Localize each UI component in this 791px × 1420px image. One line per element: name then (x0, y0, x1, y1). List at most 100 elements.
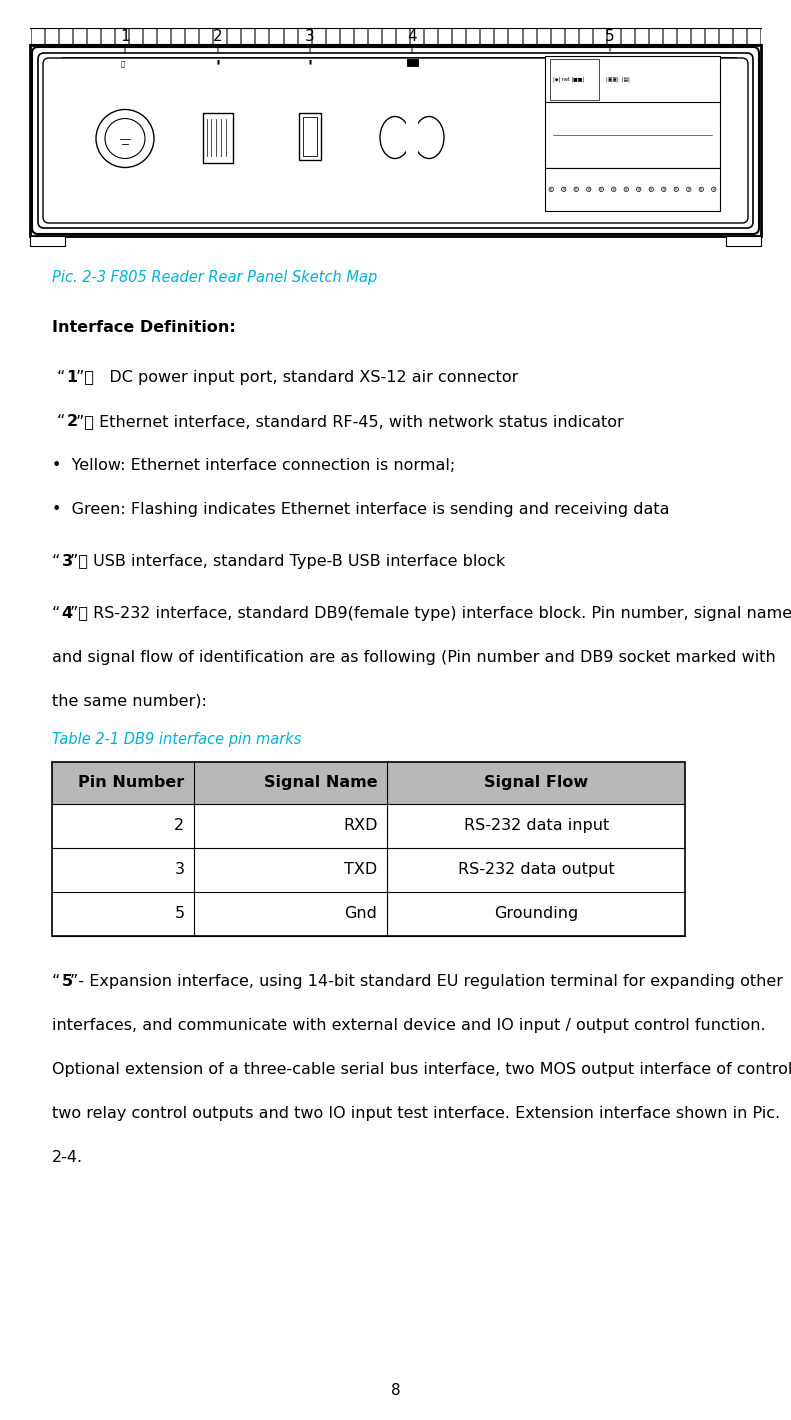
Text: 3: 3 (175, 862, 184, 878)
Bar (203, 112, 233, 162)
Bar (579, 28, 592, 44)
Text: 2: 2 (66, 415, 78, 429)
Bar (719, 28, 732, 44)
Bar (326, 28, 339, 44)
Text: 3: 3 (305, 28, 315, 44)
Bar (255, 28, 268, 44)
Bar (406, 116, 418, 159)
Bar (52, 804, 685, 848)
Text: 5: 5 (605, 28, 615, 44)
Text: and signal flow of identification are as following (Pin number and DB9 socket ma: and signal flow of identification are as… (52, 650, 776, 665)
Text: “: “ (57, 415, 66, 429)
Text: •  Green: Flashing indicates Ethernet interface is sending and receiving data: • Green: Flashing indicates Ethernet int… (52, 503, 669, 517)
Ellipse shape (380, 116, 410, 159)
Text: RS-232 data input: RS-232 data input (464, 818, 609, 834)
Bar (733, 28, 747, 44)
Bar (545, 168, 720, 212)
Text: ⌓: ⌓ (121, 60, 125, 67)
Bar (565, 28, 577, 44)
Bar (52, 763, 685, 936)
Text: Gnd: Gnd (345, 906, 377, 922)
Bar (44, 28, 58, 44)
Bar (199, 28, 212, 44)
Text: Table 2-1 DB9 interface pin marks: Table 2-1 DB9 interface pin marks (52, 731, 301, 747)
Bar (407, 60, 418, 65)
Text: 2-4.: 2-4. (52, 1150, 83, 1164)
Text: 8: 8 (391, 1383, 400, 1399)
Bar (726, 236, 761, 246)
Text: •  Yellow: Ethernet interface connection is normal;: • Yellow: Ethernet interface connection … (52, 459, 456, 473)
Bar (227, 28, 240, 44)
Text: 4: 4 (407, 28, 417, 44)
Bar (52, 763, 685, 804)
Text: 1: 1 (120, 28, 130, 44)
Text: Pic. 2-3 F805 Reader Rear Panel Sketch Map: Pic. 2-3 F805 Reader Rear Panel Sketch M… (52, 270, 377, 285)
Bar (30, 236, 65, 246)
Bar (691, 28, 704, 44)
Ellipse shape (414, 116, 444, 159)
Text: Pin Number: Pin Number (78, 775, 184, 791)
Bar (635, 28, 648, 44)
Text: 1: 1 (66, 371, 78, 385)
Bar (424, 28, 437, 44)
Bar (621, 28, 634, 44)
Text: 5: 5 (62, 974, 73, 988)
Bar (410, 28, 423, 44)
Bar (299, 114, 321, 159)
Text: ”- Expansion interface, using 14-bit standard EU regulation terminal for expandi: ”- Expansion interface, using 14-bit sta… (70, 974, 784, 988)
Bar (73, 28, 85, 44)
Bar (545, 55, 720, 102)
Text: ”－ RS-232 interface, standard DB9(female type) interface block. Pin number, sign: ”－ RS-232 interface, standard DB9(female… (70, 606, 791, 621)
Bar (115, 28, 128, 44)
Text: RXD: RXD (343, 818, 377, 834)
Text: “: “ (57, 371, 66, 385)
Text: “: “ (52, 554, 60, 569)
Text: RS-232 data output: RS-232 data output (458, 862, 615, 878)
Bar (303, 118, 317, 156)
Bar (607, 28, 620, 44)
Text: Signal Name: Signal Name (264, 775, 377, 791)
Bar (545, 102, 720, 168)
Bar (368, 28, 381, 44)
Bar (354, 28, 367, 44)
Bar (551, 28, 564, 44)
Bar (677, 28, 691, 44)
Text: interfaces, and communicate with external device and IO input / output control f: interfaces, and communicate with externa… (52, 1018, 766, 1032)
Bar (312, 28, 325, 44)
Text: two relay control outputs and two IO input test interface. Extension interface s: two relay control outputs and two IO inp… (52, 1106, 780, 1120)
Text: Signal Flow: Signal Flow (484, 775, 589, 791)
Text: 3: 3 (62, 554, 73, 569)
Bar (340, 28, 353, 44)
Text: “: “ (52, 974, 60, 988)
Text: ”－ USB interface, standard Type-B USB interface block: ”－ USB interface, standard Type-B USB in… (70, 554, 505, 569)
Bar (382, 28, 395, 44)
Bar (649, 28, 662, 44)
Bar (592, 28, 606, 44)
Bar (31, 28, 44, 44)
Bar (283, 28, 297, 44)
Text: |◆| net |■■|: |◆| net |■■| (553, 77, 584, 82)
Bar (396, 28, 409, 44)
Text: 2: 2 (174, 818, 184, 834)
Bar (663, 28, 676, 44)
Bar (438, 28, 451, 44)
Bar (59, 28, 72, 44)
Text: 4: 4 (62, 606, 73, 621)
Bar (171, 28, 184, 44)
Bar (241, 28, 255, 44)
Text: 5: 5 (174, 906, 184, 922)
Bar (747, 28, 760, 44)
Bar (706, 28, 718, 44)
Bar (494, 28, 508, 44)
Bar (52, 848, 685, 892)
Bar (466, 28, 479, 44)
Text: ”－ Ethernet interface, standard RF-45, with network status indicator: ”－ Ethernet interface, standard RF-45, w… (75, 415, 623, 429)
Bar (297, 28, 311, 44)
Bar (143, 28, 156, 44)
Text: |▣▣|  |▤|: |▣▣| |▤| (606, 77, 630, 82)
Bar (129, 28, 142, 44)
Bar (185, 28, 199, 44)
Bar (523, 28, 536, 44)
Circle shape (96, 109, 154, 168)
Text: “: “ (52, 606, 60, 621)
